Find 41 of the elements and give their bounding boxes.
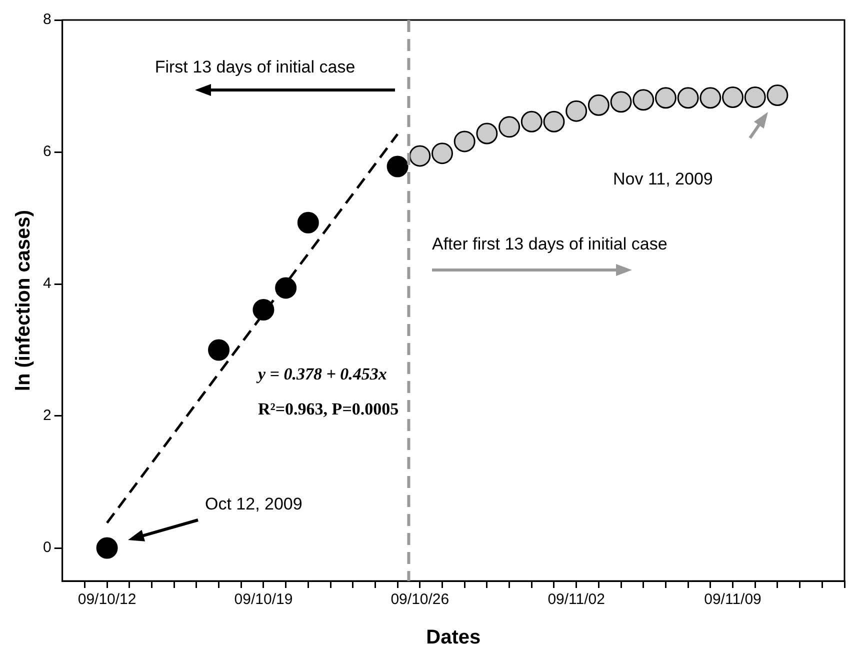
annotation: R²=0.963, P=0.0005 — [258, 399, 399, 418]
x-tick-label: 09/10/26 — [390, 591, 450, 608]
y-tick-label: 6 — [43, 143, 52, 160]
point — [520, 110, 542, 132]
point — [252, 298, 274, 320]
point — [677, 87, 699, 109]
point — [409, 145, 431, 167]
point — [498, 116, 520, 138]
point — [297, 212, 319, 234]
point — [654, 87, 676, 109]
x-tick-label: 09/10/19 — [234, 591, 293, 608]
annotation: Oct 12, 2009 — [205, 494, 302, 514]
point — [386, 156, 408, 178]
point — [566, 100, 588, 122]
point — [454, 130, 476, 152]
annotation: Nov 11, 2009 — [613, 170, 713, 189]
x-tick-label: 09/11/09 — [704, 591, 762, 608]
point — [432, 142, 453, 164]
point — [766, 84, 788, 106]
x-axis-title: Dates — [426, 626, 481, 649]
annotation: First 13 days of initial case — [154, 58, 356, 77]
point — [208, 339, 230, 361]
y-tick-label: 8 — [43, 11, 52, 28]
point — [476, 122, 498, 144]
y-tick-label: 4 — [43, 275, 52, 292]
y-tick-label: 0 — [43, 539, 52, 556]
point — [96, 537, 118, 559]
point — [610, 91, 632, 113]
x-tick-label: 09/10/12 — [78, 591, 136, 608]
point — [744, 86, 766, 108]
point — [588, 94, 610, 116]
point — [275, 277, 297, 299]
y-tick-label: 2 — [43, 407, 52, 424]
x-tick-label: 09/11/02 — [548, 591, 605, 608]
point — [632, 89, 654, 111]
y-axis-title: ln (infection cases) — [12, 210, 35, 392]
point — [722, 86, 744, 108]
point — [543, 110, 565, 132]
point — [700, 87, 722, 109]
annotation: y = 0.378 + 0.453x — [256, 364, 388, 384]
annotation: After first 13 days of initial case — [432, 234, 668, 254]
